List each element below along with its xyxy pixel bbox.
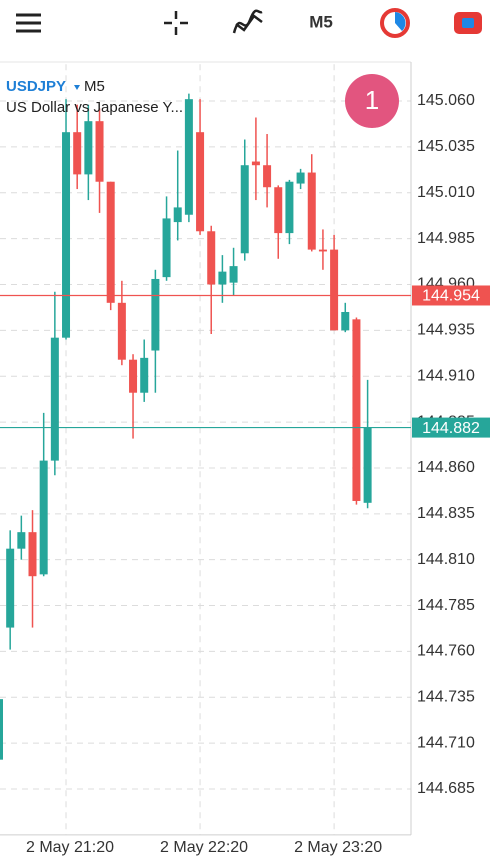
timeframe-button[interactable]: M5 bbox=[309, 12, 333, 31]
y-tick-label: 144.935 bbox=[417, 322, 475, 339]
y-tick-label: 144.735 bbox=[417, 689, 475, 706]
indicators-button[interactable] bbox=[232, 9, 263, 34]
candle-body bbox=[84, 121, 93, 175]
badge-number[interactable]: 1 bbox=[365, 85, 379, 115]
candle-body bbox=[307, 172, 316, 250]
x-tick-label: 2 May 23:20 bbox=[294, 839, 382, 856]
x-tick-label: 2 May 21:20 bbox=[26, 839, 114, 856]
y-tick-label: 144.710 bbox=[417, 734, 475, 751]
account-button[interactable] bbox=[454, 12, 482, 34]
candle-body bbox=[0, 699, 3, 760]
price-label: 144.882 bbox=[422, 420, 480, 437]
candle-body bbox=[363, 427, 372, 503]
crosshair-button[interactable] bbox=[164, 11, 188, 35]
y-tick-label: 144.685 bbox=[417, 780, 475, 797]
candle-body bbox=[106, 181, 115, 303]
candle-body bbox=[341, 311, 350, 331]
chart: 145.060145.035145.010144.985144.960144.9… bbox=[0, 61, 490, 856]
candle-body bbox=[229, 266, 238, 283]
candle-body bbox=[263, 165, 272, 188]
candle-body bbox=[95, 121, 104, 182]
y-tick-label: 144.760 bbox=[417, 643, 475, 660]
y-tick-label: 144.810 bbox=[417, 551, 475, 568]
symbol-description: US Dollar vs Japanese Y... bbox=[6, 99, 183, 116]
y-tick-label: 145.010 bbox=[417, 184, 475, 201]
y-tick-label: 144.835 bbox=[417, 505, 475, 522]
candle-body bbox=[285, 181, 294, 234]
candle-body bbox=[352, 319, 361, 501]
candle-body bbox=[296, 172, 305, 184]
candle-body bbox=[173, 207, 182, 223]
candle-body bbox=[140, 357, 149, 393]
candle-body bbox=[129, 359, 138, 393]
symbol[interactable]: USDJPY bbox=[6, 78, 66, 95]
price-label: 144.954 bbox=[422, 288, 480, 305]
y-tick-label: 144.785 bbox=[417, 597, 475, 614]
candle-body bbox=[151, 278, 160, 351]
candle-body bbox=[196, 132, 205, 232]
candle-body bbox=[73, 132, 82, 175]
candle-body bbox=[318, 249, 327, 252]
y-tick-label: 145.035 bbox=[417, 138, 475, 155]
y-tick-label: 144.985 bbox=[417, 230, 475, 247]
candle-body bbox=[162, 218, 171, 278]
candle-body bbox=[207, 231, 216, 285]
badge[interactable] bbox=[345, 74, 399, 128]
candle-body bbox=[28, 532, 37, 577]
y-tick-label: 145.060 bbox=[417, 92, 475, 109]
menu-button[interactable] bbox=[16, 13, 41, 33]
y-tick-label: 144.860 bbox=[417, 459, 475, 476]
candle-body bbox=[274, 187, 283, 234]
candle-body bbox=[240, 165, 249, 254]
symbol-timeframe: M5 bbox=[84, 78, 105, 95]
candle-body bbox=[62, 132, 71, 338]
candle-body bbox=[251, 161, 260, 166]
symbol-dropdown[interactable] bbox=[74, 85, 80, 90]
candle-body bbox=[6, 548, 15, 628]
candle-body bbox=[39, 460, 48, 575]
x-tick-label: 2 May 22:20 bbox=[160, 839, 248, 856]
candle-body bbox=[117, 302, 126, 360]
candle-body bbox=[17, 532, 26, 549]
trade-button[interactable] bbox=[380, 8, 410, 38]
candle-body bbox=[218, 271, 227, 285]
y-tick-label: 144.910 bbox=[417, 367, 475, 384]
candle-body bbox=[184, 99, 193, 215]
price-label-box bbox=[412, 285, 490, 306]
candle-body bbox=[50, 337, 59, 461]
price-label-box bbox=[412, 417, 490, 438]
candle-body bbox=[330, 249, 339, 331]
